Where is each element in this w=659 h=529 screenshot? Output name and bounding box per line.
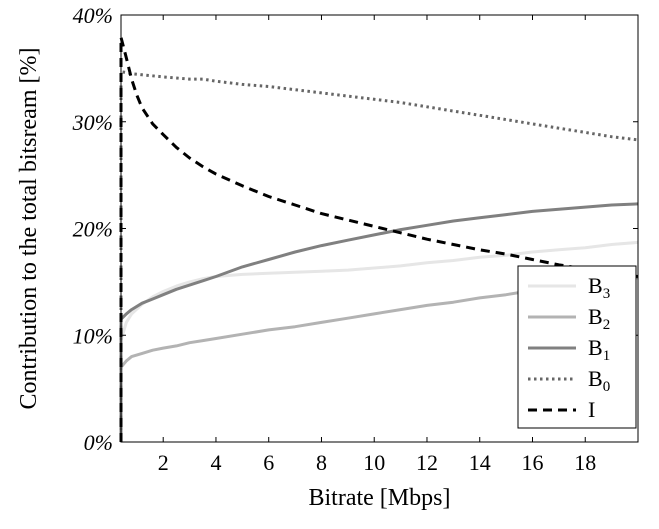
y-tick-label: 40% bbox=[73, 3, 113, 28]
x-tick-label: 16 bbox=[521, 450, 543, 475]
x-tick-label: 14 bbox=[469, 450, 491, 475]
x-tick-label: 18 bbox=[574, 450, 596, 475]
series-line-i bbox=[119, 35, 639, 442]
x-axis-title: Bitrate [Mbps] bbox=[309, 485, 451, 511]
y-axis-title: Contribution to the total bitsream [%] bbox=[16, 48, 42, 410]
y-tick-label: 30% bbox=[72, 110, 113, 135]
y-tick-label: 20% bbox=[73, 217, 113, 242]
series-line-b1 bbox=[119, 202, 639, 442]
y-tick-label: 0% bbox=[84, 430, 113, 455]
y-tick-label: 10% bbox=[73, 323, 113, 348]
x-tick-label: 6 bbox=[263, 450, 274, 475]
x-tick-label: 12 bbox=[416, 450, 438, 475]
legend-label: I bbox=[588, 397, 595, 422]
x-tick-label: 4 bbox=[210, 450, 221, 475]
axis-ticks: 2 4 6 8 10 12 14 16 18 0% 10% 20% 30% 40% bbox=[72, 3, 638, 475]
x-tick-label: 2 bbox=[158, 450, 169, 475]
series-line-b0 bbox=[119, 70, 639, 442]
x-tick-label: 8 bbox=[316, 450, 327, 475]
x-tick-label: 10 bbox=[363, 450, 385, 475]
